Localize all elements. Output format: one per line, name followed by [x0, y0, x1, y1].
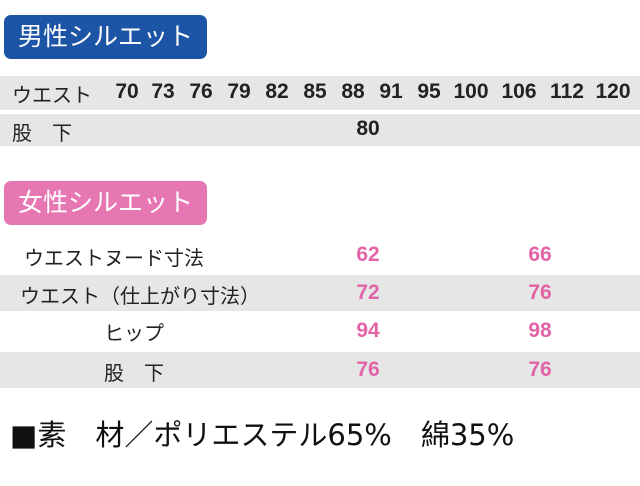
waist-label: ウエスト [12, 83, 92, 107]
female-row-inseam: 股 下 76 76 [0, 352, 640, 388]
female-value: 62 [356, 243, 380, 266]
female-row-waist-finished: ウエスト（仕上がり寸法） 72 76 [0, 275, 640, 311]
female-row-label: ウエスト（仕上がり寸法） [20, 284, 260, 308]
male-waist-row: ウエスト 70 73 76 79 82 85 88 91 95 100 106 112 120 [0, 76, 640, 110]
waist-size: 112 [550, 80, 584, 103]
male-silhouette-title: 男性シルエット [4, 15, 208, 59]
female-value: 94 [356, 319, 380, 342]
female-value: 66 [528, 243, 552, 266]
waist-size: 91 [379, 80, 403, 103]
waist-size: 79 [227, 80, 251, 103]
female-value: 72 [356, 281, 380, 304]
female-row-label: ウエストヌード寸法 [24, 246, 204, 270]
female-row-hip: ヒップ 94 98 [0, 313, 640, 349]
waist-size: 88 [341, 80, 365, 103]
female-value: 76 [528, 358, 552, 381]
waist-size: 82 [265, 80, 289, 103]
waist-size: 85 [303, 80, 327, 103]
female-silhouette-title: 女性シルエット [4, 181, 208, 225]
waist-size: 100 [453, 80, 489, 103]
female-row-waist-nude: ウエストヌード寸法 62 66 [0, 238, 640, 272]
waist-size: 76 [189, 80, 213, 103]
waist-size: 106 [501, 80, 537, 103]
female-value: 76 [356, 358, 380, 381]
material-composition: ■素 材／ポリエステル65% 綿35% [10, 418, 515, 452]
female-row-label: ヒップ [104, 321, 164, 345]
inseam-value: 80 [356, 117, 380, 140]
female-row-label: 股 下 [104, 361, 164, 385]
waist-size: 70 [115, 80, 139, 103]
waist-size: 73 [151, 80, 175, 103]
female-value: 98 [528, 319, 552, 342]
waist-size: 120 [595, 80, 631, 103]
male-inseam-row: 股 下 80 [0, 114, 640, 146]
female-value: 76 [528, 281, 552, 304]
inseam-label: 股 下 [12, 121, 72, 145]
waist-size: 95 [417, 80, 441, 103]
